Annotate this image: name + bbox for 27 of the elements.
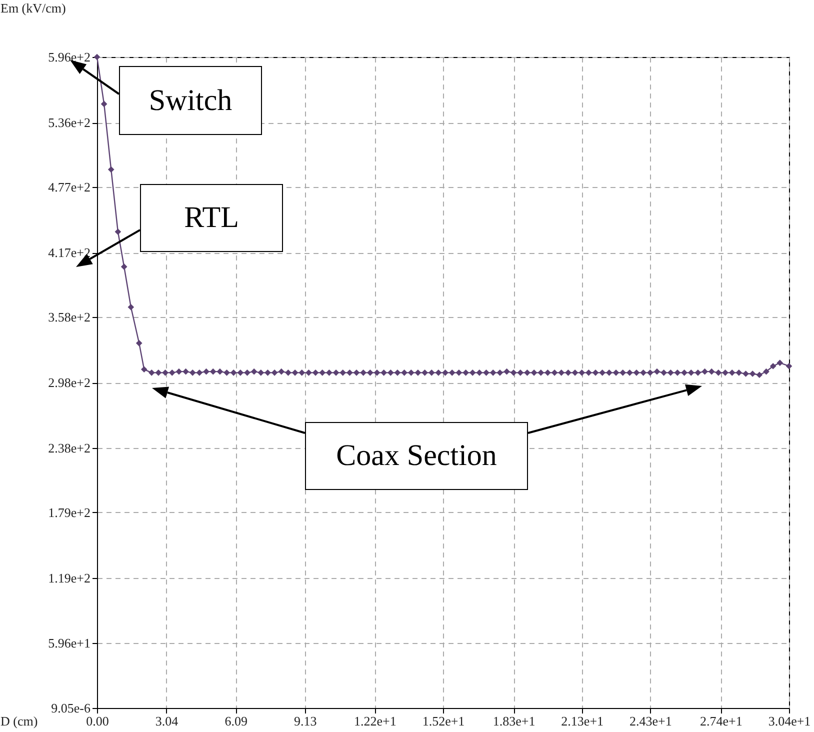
y-axis-title: Em (kV/cm) bbox=[0, 0, 66, 16]
y-tick-label: 2.98e+2 bbox=[48, 375, 90, 390]
y-tick-label: 5.96e+2 bbox=[48, 50, 90, 64]
y-tick-label: 5.96e+1 bbox=[48, 635, 90, 650]
annotation: Coax Section bbox=[305, 422, 528, 490]
x-tick-label: 0.00 bbox=[86, 714, 109, 728]
x-tick-label: 1.22e+1 bbox=[354, 714, 396, 728]
x-tick-label: 1.52e+1 bbox=[422, 714, 465, 728]
y-tick-label: 1.19e+2 bbox=[48, 570, 90, 586]
y-tick-label: 4.77e+2 bbox=[48, 179, 90, 194]
y-tick-label: 3.58e+2 bbox=[48, 309, 90, 324]
annotation: Switch bbox=[119, 66, 262, 135]
y-tick-label: 2.38e+2 bbox=[48, 440, 90, 456]
y-tick-label: 5.36e+2 bbox=[48, 115, 90, 130]
x-tick-label: 1.83e+1 bbox=[492, 714, 536, 728]
x-tick-label: 2.74e+1 bbox=[700, 714, 742, 728]
y-tick-label: 4.17e+2 bbox=[48, 245, 90, 260]
annotation: RTL bbox=[140, 184, 283, 252]
x-tick-label: 3.04 bbox=[155, 714, 179, 728]
x-tick-label: 3.04e+1 bbox=[768, 714, 811, 728]
x-tick-label: 9.13 bbox=[294, 714, 317, 728]
x-tick-label: 6.09 bbox=[224, 714, 248, 728]
x-tick-label: 2.43e+1 bbox=[629, 714, 672, 728]
y-tick-label: 9.05e-6 bbox=[51, 700, 91, 716]
y-tick-label: 1.79e+2 bbox=[48, 504, 90, 520]
x-axis-title: D (cm) bbox=[0, 714, 38, 728]
x-tick-label: 2.13e+1 bbox=[561, 714, 604, 728]
